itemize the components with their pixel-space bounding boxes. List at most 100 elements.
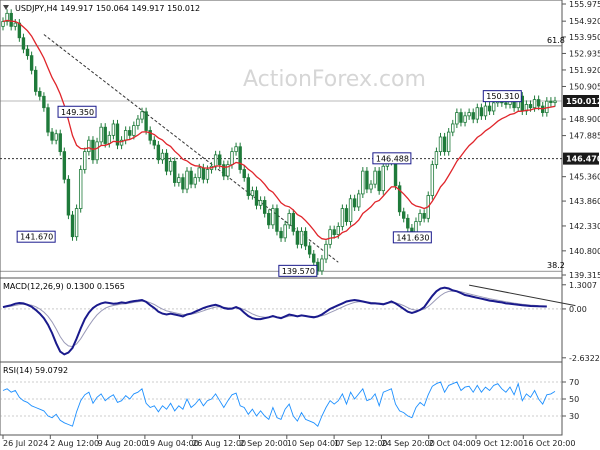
candle-body	[177, 177, 181, 183]
price-tick-label: 148.900	[569, 115, 600, 124]
macd-tick-label: 1.3007	[569, 281, 597, 290]
candle-body	[283, 224, 287, 239]
price-tick-label: 140.800	[569, 247, 600, 256]
current-price-tag	[563, 94, 599, 107]
rsi-tick-label: 70	[569, 378, 579, 387]
price-annotation-label: 139.570	[282, 267, 315, 276]
annotations: 61.8 38.2 149.350 141.670 146.488 139.570 141.…	[16, 36, 600, 277]
candle-body	[70, 214, 75, 238]
candle-body	[434, 151, 439, 166]
candle-body	[218, 154, 222, 166]
candle-body	[38, 91, 42, 97]
candle-body	[181, 177, 185, 190]
x-tick-label: 19 Aug 04:00	[145, 439, 199, 448]
candle-body	[397, 185, 402, 213]
candle-body	[487, 105, 492, 112]
candle-body	[152, 139, 156, 146]
watermark: ActionForex.com	[243, 67, 426, 92]
price-annotation-label: 141.670	[20, 233, 53, 242]
candle-body	[324, 243, 328, 260]
candle-body	[446, 131, 451, 153]
rsi-line	[2, 381, 556, 427]
candle-body	[312, 253, 316, 263]
candle-body	[250, 190, 255, 196]
candle-body	[307, 245, 312, 255]
price-tick-label: 145.360	[569, 173, 600, 182]
candle-body	[504, 102, 508, 105]
candle-body	[54, 133, 58, 141]
price-tick-label: 147.885	[569, 132, 600, 141]
price-annotation-box	[16, 230, 56, 243]
candle-body	[173, 160, 177, 183]
macd-trendline	[469, 284, 576, 307]
candle-body	[238, 146, 242, 170]
macd-tick-label: 0.00	[569, 305, 587, 314]
candle-body	[201, 167, 206, 180]
candle-body	[549, 100, 553, 103]
candle-body	[62, 151, 67, 180]
x-tick-label: 10 Sep 04:00	[287, 439, 340, 448]
candle-body	[271, 208, 275, 226]
candle-body	[66, 178, 71, 216]
candle-body	[242, 169, 246, 179]
candle-body	[406, 217, 410, 229]
series-layer	[1, 9, 576, 427]
price-tick-label: 150.905	[569, 82, 600, 91]
candle-body	[402, 211, 406, 219]
candle-body	[303, 230, 308, 247]
level-price-label: 146.470	[566, 155, 600, 164]
candle-body	[78, 169, 83, 209]
rsi-tick-label: 50	[569, 395, 579, 404]
candle-body	[21, 37, 26, 50]
candle-body	[287, 213, 291, 226]
x-tick-label: 9 Aug 20:00	[98, 439, 147, 448]
candle-body	[459, 112, 463, 123]
rsi-tick-label: 30	[569, 412, 579, 421]
candle-body	[471, 112, 475, 120]
candle-body	[9, 12, 13, 27]
candle-body	[373, 170, 377, 185]
candle-body	[74, 208, 79, 238]
candle-body	[226, 164, 230, 177]
candle-body	[463, 115, 467, 123]
candle-body	[299, 230, 304, 245]
candle-body	[222, 164, 226, 177]
price-tick-label: 143.860	[569, 197, 600, 206]
candle-body	[348, 198, 353, 222]
candle-body	[491, 102, 496, 112]
candle-body	[17, 22, 22, 39]
price-annotation-box	[392, 231, 432, 244]
macd-panel-title: MACD(12,26,9) 0.1300 0.1565	[3, 282, 125, 291]
candle-body	[532, 99, 537, 109]
candle-body	[430, 164, 435, 196]
candle-body	[148, 130, 152, 141]
candle-body	[99, 126, 103, 143]
candle-body	[381, 165, 385, 192]
candle-body	[156, 144, 161, 161]
candle-body	[536, 99, 541, 107]
price-annotation-label: 149.350	[61, 108, 94, 117]
candle-body	[336, 226, 340, 235]
price-annotation-label: 141.630	[396, 233, 429, 242]
collapse-triangle-icon[interactable]	[3, 5, 9, 10]
candle-body	[479, 107, 484, 117]
price-tick-label: 155.975	[569, 0, 600, 9]
price-tick-label: 139.315	[569, 271, 600, 280]
candle-body	[136, 118, 140, 126]
price-tick-label: 142.330	[569, 222, 600, 231]
price-tick-label: 153.950	[569, 33, 600, 42]
x-tick-label: 2 Aug 12:00	[50, 439, 99, 448]
candle-body	[128, 130, 132, 136]
candle-body	[185, 170, 189, 190]
candle-body	[111, 123, 116, 136]
candle-body	[291, 213, 296, 232]
candle-body	[189, 170, 193, 185]
candle-body	[361, 170, 365, 195]
x-tick-label: 9 Oct 12:00	[476, 439, 523, 448]
candle-body	[46, 107, 50, 133]
x-tick-label: 2 Oct 04:00	[429, 439, 476, 448]
candle-body	[267, 213, 271, 226]
candle-body	[234, 146, 238, 153]
